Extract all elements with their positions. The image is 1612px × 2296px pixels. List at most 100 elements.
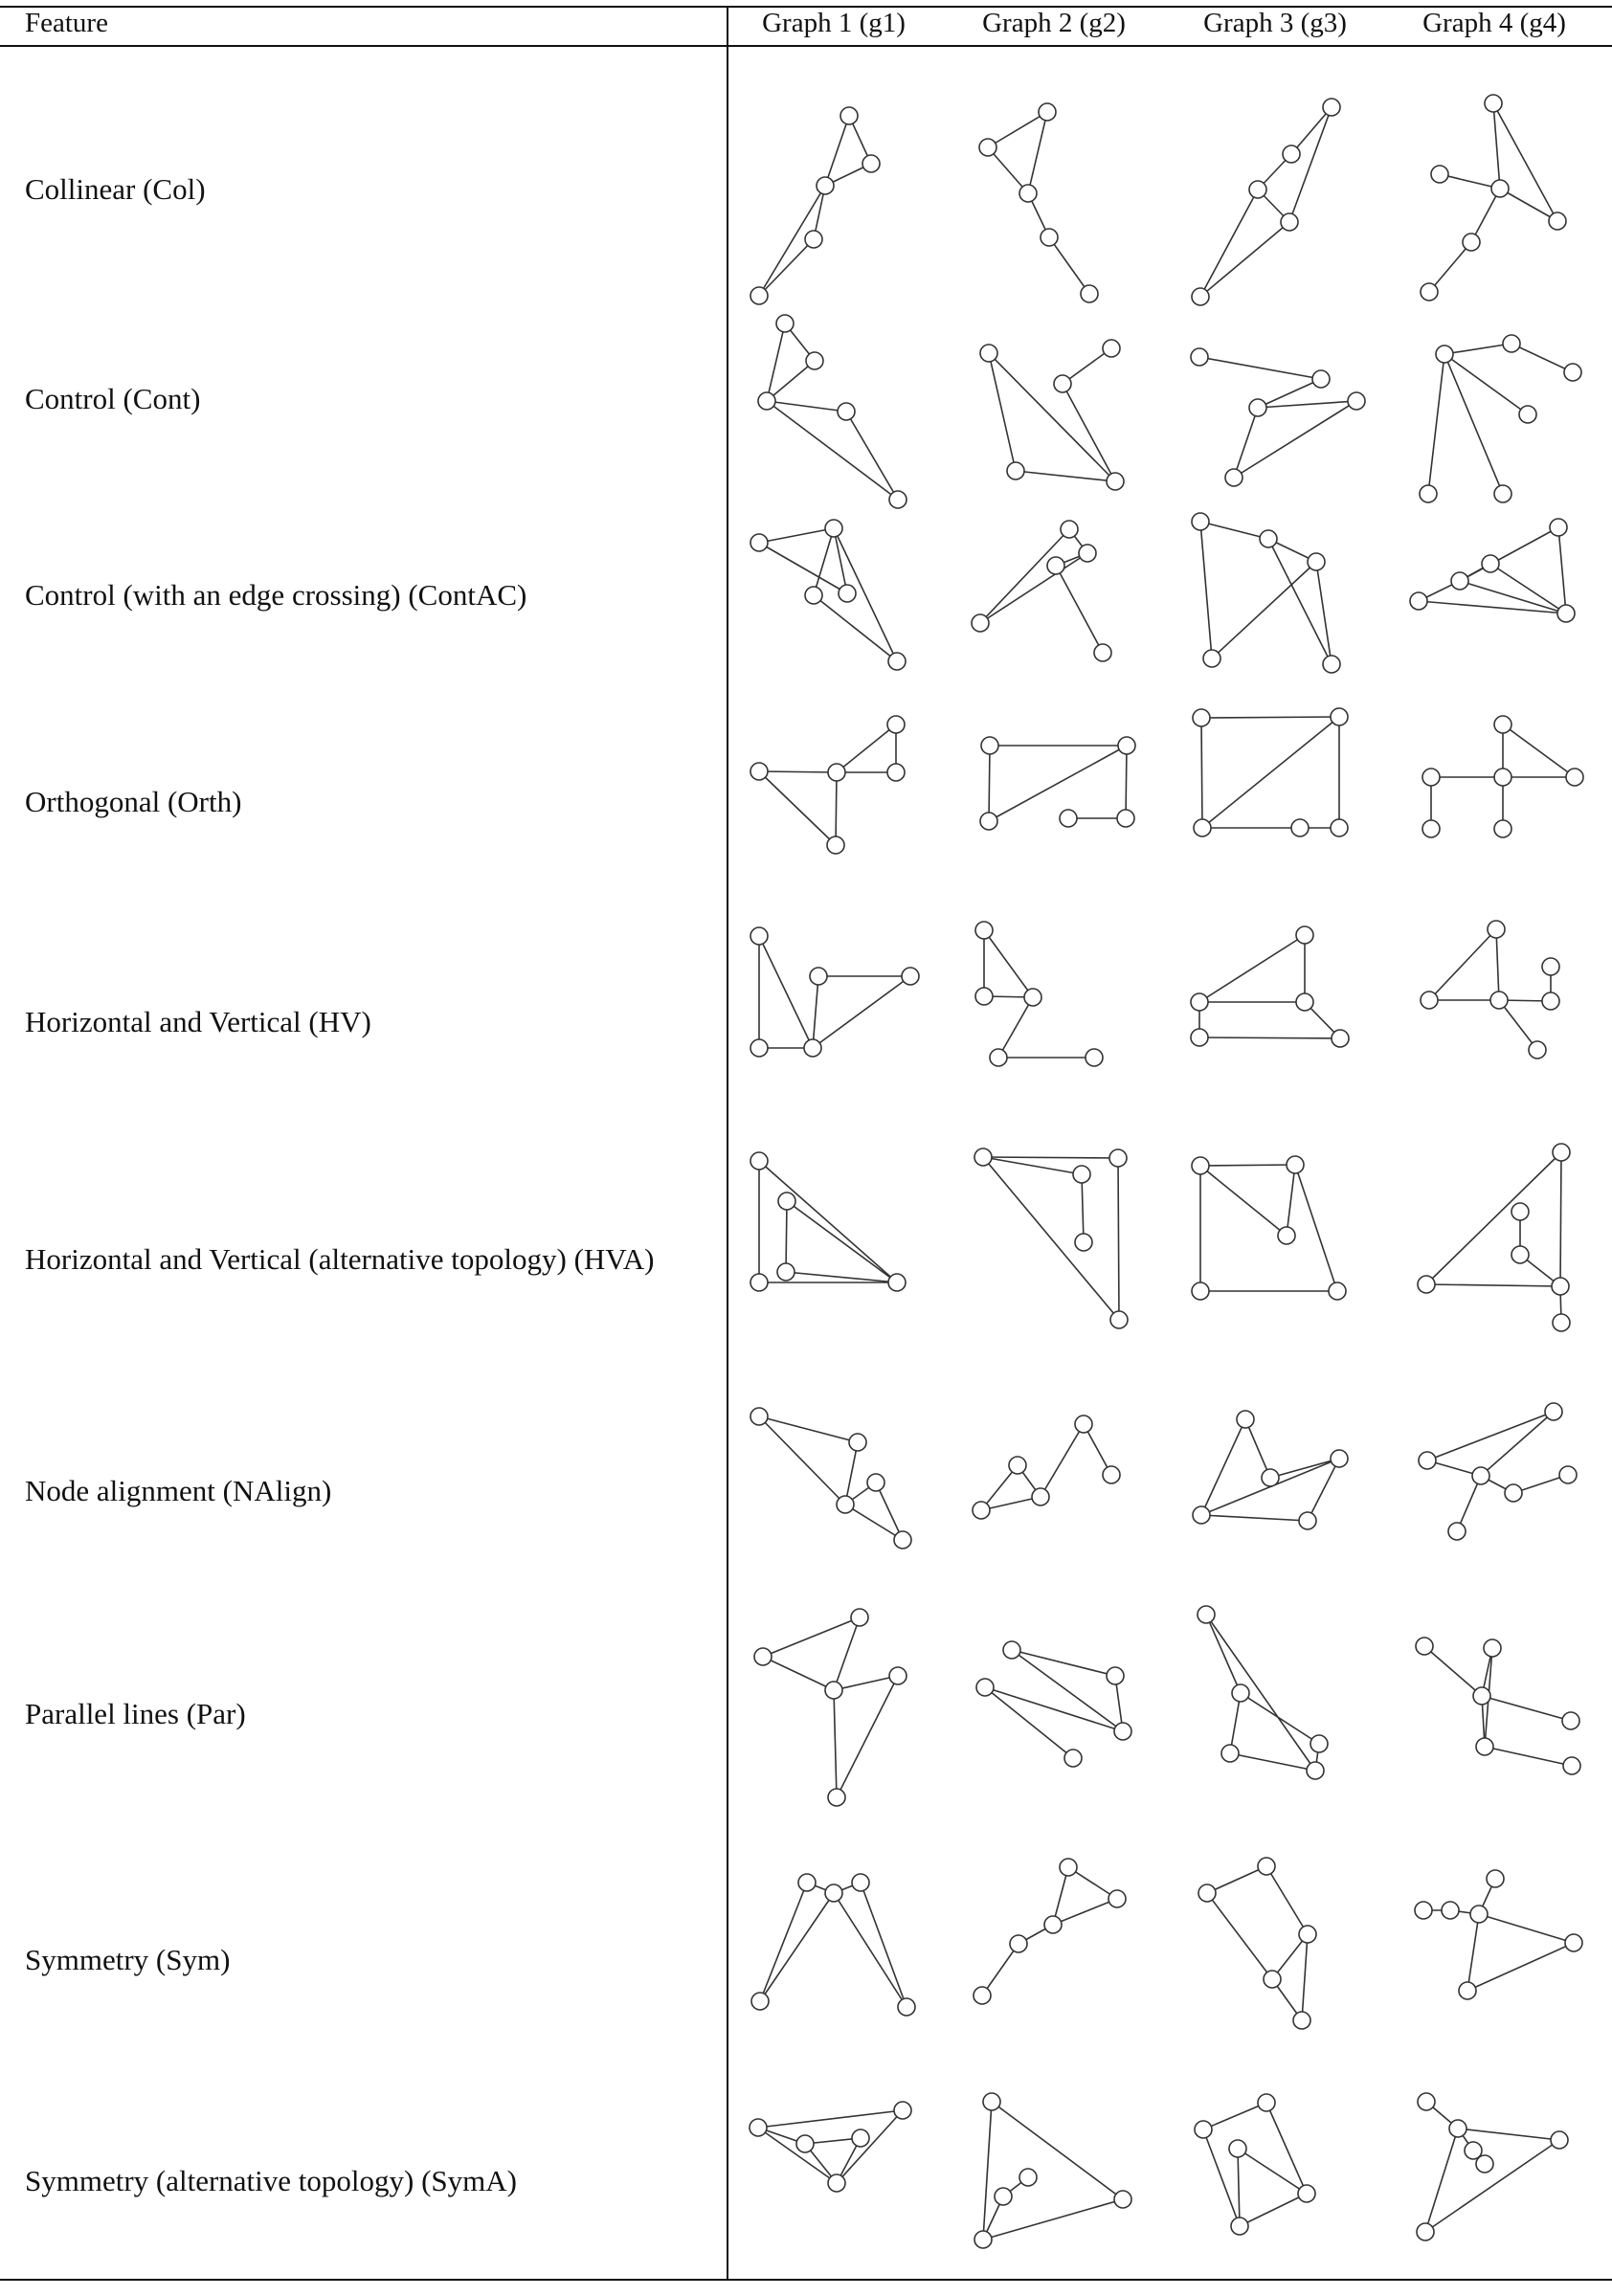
graph-edge — [1237, 2148, 1241, 2227]
graph-node — [1298, 1925, 1317, 1944]
graph-node — [974, 1148, 993, 1167]
graph-drawing-g4 — [1409, 518, 1576, 623]
graph-node — [982, 2092, 1001, 2111]
graph-node — [886, 715, 906, 734]
graph-node — [1108, 1889, 1127, 1908]
graph-node — [1475, 1737, 1494, 1756]
feature-label: Parallel lines (Par) — [25, 1697, 246, 1730]
graph-node — [1031, 1487, 1050, 1506]
graph-edge — [988, 352, 1017, 472]
graph-drawing-g2 — [972, 1415, 1121, 1520]
graph-node — [850, 1608, 869, 1627]
graph-node — [1511, 1245, 1530, 1264]
graph-node — [1002, 1640, 1021, 1660]
graph-edge — [758, 542, 848, 594]
graph-edge — [991, 2101, 1124, 2200]
graph-edge — [836, 2109, 904, 2184]
graph-edge — [1457, 2128, 1560, 2141]
graph-edge — [758, 770, 837, 846]
graph-node — [1192, 1505, 1211, 1525]
graph-edge — [982, 1156, 1083, 1175]
graph-edge — [1202, 2129, 1241, 2227]
graph-edge — [1202, 2102, 1267, 2130]
graph-node — [1544, 1402, 1563, 1421]
header-graph-1: Graph 1 (g1) — [762, 8, 906, 38]
graph-edge — [836, 724, 897, 773]
graph-drawing-g2 — [975, 1640, 1132, 1768]
graph-edge — [1456, 1475, 1482, 1532]
graph-edge — [833, 527, 848, 594]
graph-node — [975, 1678, 995, 1697]
graph-edge — [1229, 1752, 1316, 1772]
graph-edge — [1466, 1942, 1575, 1992]
graph-edge — [766, 360, 816, 402]
graph-node — [777, 1192, 796, 1211]
graph-edge — [1271, 1933, 1309, 1980]
graph-edge — [982, 1156, 1120, 1321]
graph-node — [1009, 1934, 1028, 1953]
graph-node — [1019, 2168, 1038, 2187]
graph-edge — [1557, 526, 1567, 614]
graph-edge — [1265, 1865, 1309, 1935]
graph-edge — [982, 2101, 993, 2240]
graph-node — [1306, 1761, 1325, 1780]
graph-node — [1224, 468, 1243, 487]
graph-edge — [1484, 1746, 1573, 1767]
graph-node — [862, 154, 881, 173]
graph-node — [1420, 991, 1439, 1010]
graph-drawing-g2 — [979, 736, 1136, 831]
graph-drawing-g1 — [750, 519, 907, 671]
graph-edge — [758, 1160, 898, 1283]
graph-node — [887, 1273, 907, 1292]
graph-edge — [762, 1616, 861, 1658]
graph-node — [1416, 2222, 1435, 2241]
graph-edge — [980, 1464, 1019, 1511]
header-graph-2: Graph 2 (g2) — [982, 8, 1126, 38]
column-divider — [727, 6, 728, 2281]
graph-edge — [984, 1686, 1074, 1759]
graph-edge — [980, 1496, 1041, 1511]
graph-edge — [1199, 1164, 1296, 1167]
graph-drawing-g3 — [1191, 512, 1341, 674]
graph-node — [1259, 529, 1278, 548]
graph-edge — [1199, 189, 1259, 298]
graph-node — [1290, 818, 1310, 837]
graph-drawing-g3 — [1191, 1155, 1347, 1301]
graph-node — [1190, 347, 1209, 367]
graph-edge — [1288, 106, 1332, 223]
graph-drawing-g1 — [753, 1608, 907, 1807]
graph-node — [1202, 649, 1221, 668]
header-graph-3: Graph 3 (g3) — [1203, 8, 1347, 38]
graph-node — [1563, 363, 1582, 382]
graph-edge — [1062, 347, 1112, 385]
graph-edge — [1027, 111, 1048, 194]
graph-node — [1330, 1449, 1349, 1468]
graph-edge — [1459, 580, 1567, 614]
graph-drawing-g3 — [1197, 1605, 1329, 1780]
graph-node — [750, 286, 769, 305]
graph-node — [1418, 1451, 1437, 1470]
feature-label: Orthogonal (Orth) — [25, 785, 242, 818]
graph-node — [1331, 1029, 1350, 1048]
graph-node — [1464, 2141, 1483, 2160]
graph-drawing-g4 — [1419, 334, 1582, 503]
graph-edge — [1205, 1614, 1242, 1694]
graph-edge — [1439, 173, 1501, 189]
graph-drawing-g2 — [974, 1148, 1129, 1329]
graph-node — [1558, 1465, 1578, 1484]
graph-node — [1493, 768, 1512, 787]
graph-edge — [759, 1882, 808, 2002]
graph-drawing-g4 — [1416, 2092, 1569, 2241]
graph-node — [886, 763, 906, 782]
graph-node — [1322, 655, 1341, 674]
graph-edge — [844, 1441, 859, 1505]
graph-edge — [987, 111, 1048, 148]
graph-node — [1261, 1468, 1280, 1487]
graph-node — [1059, 809, 1078, 828]
graph-edge — [1257, 378, 1322, 409]
graph-node — [750, 1273, 769, 1292]
graph-node — [848, 1433, 867, 1452]
graph-node — [1117, 736, 1136, 755]
graph-edge — [758, 527, 835, 544]
